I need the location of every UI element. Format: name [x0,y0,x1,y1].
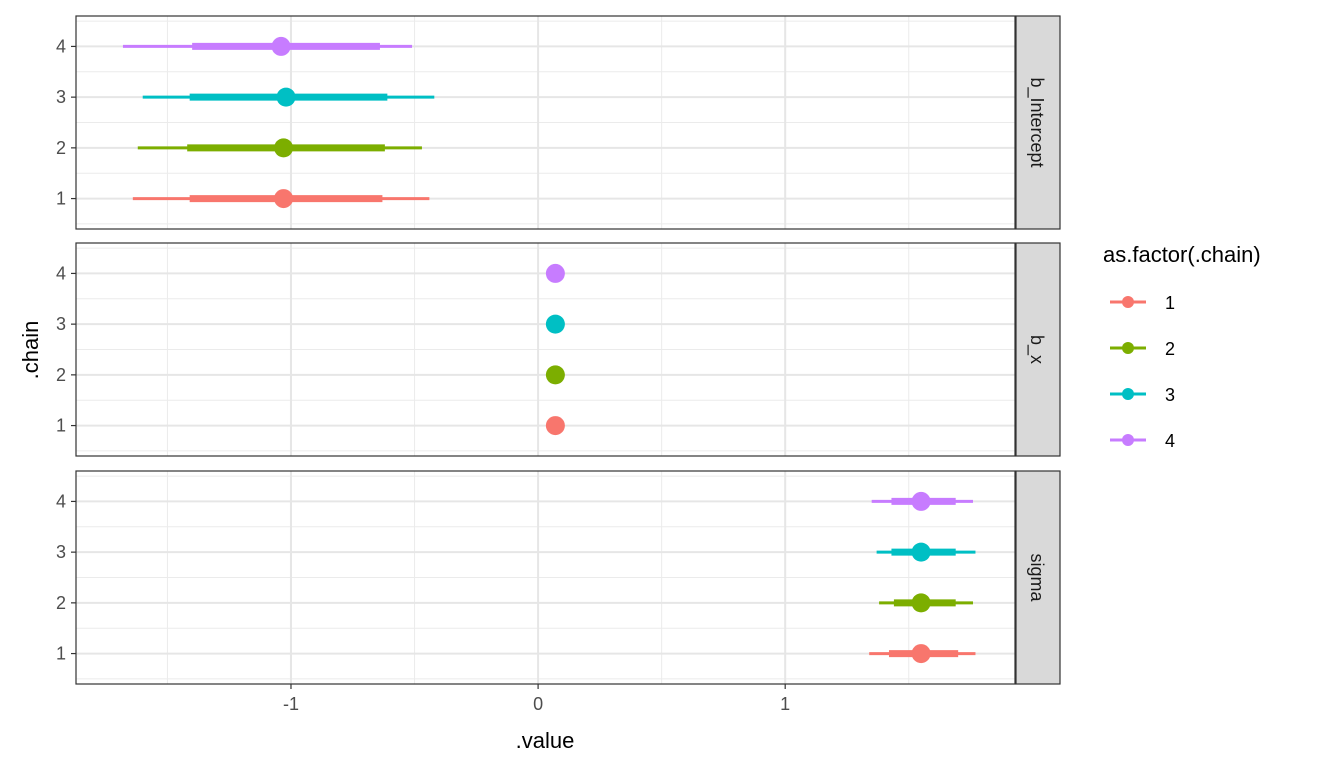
strip-label-sigma: sigma [1027,553,1047,602]
legend-label: 3 [1165,385,1175,405]
y-axis-title: .chain [18,321,43,380]
pointrange-chain-1 [869,644,976,664]
strip-background [1015,470,1061,685]
legend-item-1: 1 [1110,293,1175,313]
legend-key-point [1122,434,1134,446]
strip-background [1015,242,1061,457]
pointrange-chain-1 [132,189,430,209]
pointrange-chain-3 [876,542,976,562]
pointrange-chain-4 [871,491,973,511]
panel-border [75,15,1016,230]
median-point [274,138,294,158]
y-tick-label: 3 [56,314,66,334]
pointrange-chain-4 [122,36,413,56]
legend-item-2: 2 [1110,339,1175,359]
y-tick-label: 4 [56,36,66,56]
strip-background [1015,15,1061,230]
y-tick-label: 1 [56,644,66,664]
legend-item-4: 4 [1110,431,1175,451]
median-point [545,314,565,334]
pointrange-chain-2 [545,365,565,385]
y-tick-label: 2 [56,138,66,158]
facet-panel-sigma: sigma [75,470,1061,685]
y-tick-label: 3 [56,542,66,562]
median-point [274,189,294,209]
pointrange-chain-3 [142,87,435,107]
median-point [271,36,291,56]
pointrange-chain-3 [545,314,565,334]
legend-key-point [1122,342,1134,354]
facet-panel-b_x: b_x [75,242,1061,457]
median-point [911,593,931,613]
y-tick-label: 1 [56,189,66,209]
median-point [276,87,296,107]
legend-label: 1 [1165,293,1175,313]
legend-title: as.factor(.chain) [1103,242,1261,267]
legend-item-3: 3 [1110,385,1175,405]
pointrange-chain-1 [545,416,565,436]
y-tick-label: 2 [56,365,66,385]
pointrange-chain-2 [879,593,973,613]
legend-label: 4 [1165,431,1175,451]
legend-key-point [1122,296,1134,308]
legend-label: 2 [1165,339,1175,359]
y-tick-label: 2 [56,593,66,613]
y-tick-label: 4 [56,491,66,511]
median-point [911,644,931,664]
x-tick-label: 0 [533,694,543,714]
legend-key-point [1122,388,1134,400]
y-tick-label: 4 [56,263,66,283]
x-axis-title: .value [516,728,575,753]
median-point [545,416,565,436]
median-point [911,491,931,511]
y-tick-label: 3 [56,87,66,107]
median-point [911,542,931,562]
median-point [545,263,565,283]
median-point [545,365,565,385]
y-tick-label: 1 [56,416,66,436]
legend: as.factor(.chain) 1 2 3 4 [1103,242,1261,451]
strip-label-b_x: b_x [1026,335,1047,364]
pointrange-chain-4 [545,263,565,283]
pointrange-chain-2 [137,138,422,158]
panel-border [75,242,1016,457]
x-tick-label: 1 [780,694,790,714]
axes-layer: 1 2 3 4 1 2 3 4 1 2 3 4 -1 0 1 [56,36,790,714]
panel-border [75,470,1016,685]
x-tick-label: -1 [283,694,299,714]
strip-label-b_Intercept: b_Intercept [1026,77,1047,167]
facet-panel-b_Intercept: b_Intercept [75,15,1061,230]
